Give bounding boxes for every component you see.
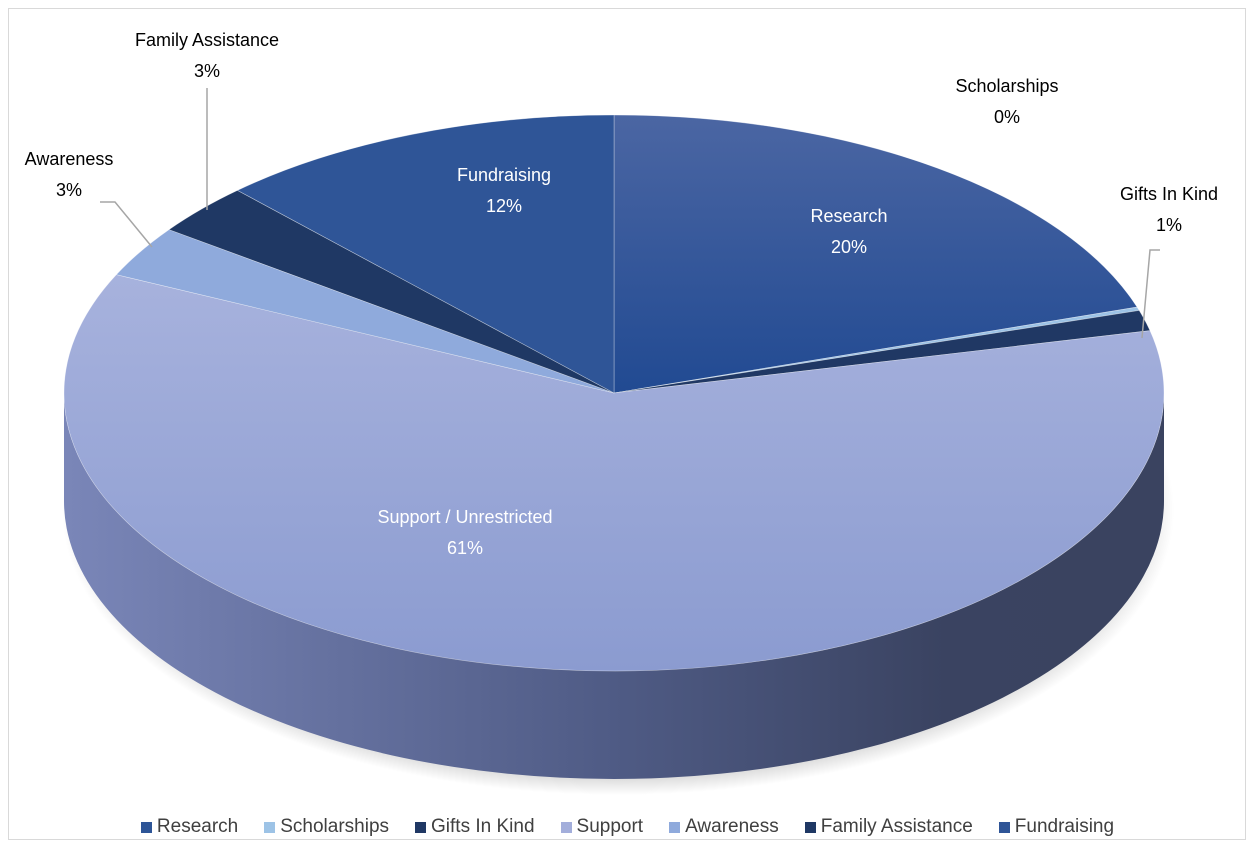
slice-label-research: Research (810, 206, 887, 226)
pie-side-wall (64, 393, 1164, 779)
legend-label-support: Support (576, 816, 644, 837)
slice-percent-fundraising: 12% (486, 196, 522, 216)
slice-percent-awareness: 3% (56, 180, 82, 200)
slice-percent-support: 61% (447, 538, 483, 558)
legend-swatch-research (140, 821, 152, 833)
legend-label-fundraising: Fundraising (1014, 816, 1115, 837)
pie-slice-fundraising[interactable] (236, 114, 615, 394)
legend-item-awareness: Awareness (669, 816, 779, 838)
leader-line-awareness (100, 201, 153, 248)
legend-swatch-gifts-in-kind (415, 821, 427, 833)
slice-label-awareness: Awareness (25, 149, 114, 169)
legend-item-gifts-in-kind: Gifts In Kind (415, 816, 535, 838)
slice-percent-gifts-in-kind: 1% (1156, 215, 1182, 235)
pie-slice-research[interactable] (613, 114, 1138, 394)
pie-slice-support[interactable] (63, 274, 1165, 672)
slice-label-support: Support / Unrestricted (377, 507, 552, 527)
slice-percent-scholarships: 0% (994, 107, 1020, 127)
legend-item-support: Support (560, 816, 644, 838)
legend-label-family-assistance: Family Assistance (820, 816, 973, 837)
legend-label-gifts-in-kind: Gifts In Kind (431, 816, 535, 837)
chart-legend: Research Scholarships Gifts In Kind Support… (0, 812, 1255, 842)
legend-item-scholarships: Scholarships (264, 816, 389, 838)
slice-label-fundraising: Fundraising (457, 165, 551, 185)
legend-swatch-awareness (669, 821, 681, 833)
legend-label-scholarships: Scholarships (280, 816, 390, 837)
legend-label-research: Research (156, 816, 239, 837)
legend-item-fundraising: Fundraising (998, 816, 1115, 838)
legend-label-awareness: Awareness (685, 816, 779, 837)
legend-item-research: Research (140, 816, 239, 838)
leader-line-gifts-in-kind (1141, 249, 1160, 339)
legend-item-family-assistance: Family Assistance (804, 816, 973, 838)
legend-swatch-fundraising (998, 821, 1010, 833)
slice-percent-family-assistance: 3% (194, 61, 220, 81)
legend-swatch-support (560, 821, 572, 833)
slice-label-family-assistance: Family Assistance (135, 30, 279, 50)
legend-swatch-scholarships (264, 821, 276, 833)
slice-label-gifts-in-kind: Gifts In Kind (1120, 184, 1218, 204)
slice-percent-research: 20% (831, 237, 867, 257)
legend-swatch-family-assistance (804, 821, 816, 833)
slice-label-scholarships: Scholarships (955, 76, 1058, 96)
